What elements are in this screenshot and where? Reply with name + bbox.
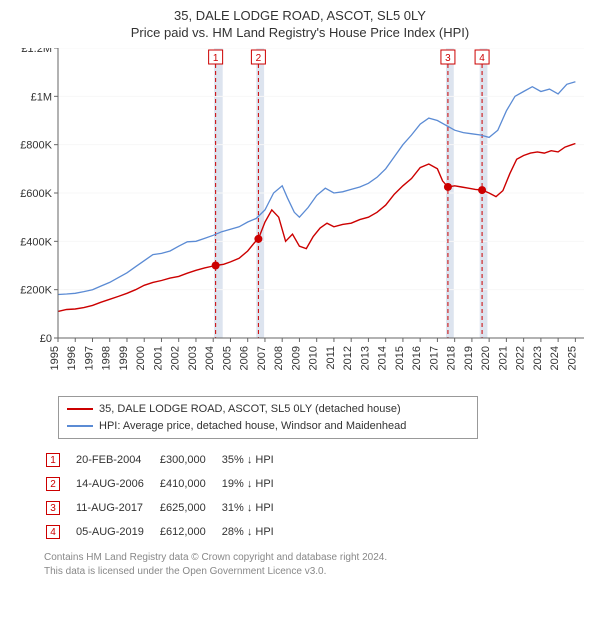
y-tick-label: £1.2M bbox=[21, 48, 52, 55]
footer-attribution: Contains HM Land Registry data © Crown c… bbox=[44, 551, 590, 578]
x-tick-label: 2018 bbox=[446, 346, 458, 370]
x-tick-label: 1996 bbox=[66, 346, 78, 370]
x-tick-label: 2014 bbox=[377, 346, 389, 370]
tx-price: £410,000 bbox=[160, 473, 220, 495]
x-tick-label: 2022 bbox=[515, 346, 527, 370]
legend-item: HPI: Average price, detached house, Wind… bbox=[67, 418, 469, 435]
x-tick-label: 1998 bbox=[101, 346, 113, 370]
tx-date: 05-AUG-2019 bbox=[76, 521, 158, 543]
x-tick-label: 1997 bbox=[83, 346, 95, 370]
tx-marker-cell: 4 bbox=[46, 521, 74, 543]
y-tick-label: £200K bbox=[20, 285, 52, 297]
series-hpi bbox=[58, 82, 575, 295]
tx-price: £300,000 bbox=[160, 449, 220, 471]
x-tick-label: 2013 bbox=[359, 346, 371, 370]
tx-delta: 31% ↓ HPI bbox=[222, 497, 288, 519]
tx-date: 11-AUG-2017 bbox=[76, 497, 158, 519]
x-tick-label: 2016 bbox=[411, 346, 423, 370]
x-tick-label: 2021 bbox=[497, 346, 509, 370]
tx-price: £612,000 bbox=[160, 521, 220, 543]
x-tick-label: 2023 bbox=[532, 346, 544, 370]
series-marker bbox=[212, 262, 220, 270]
transaction-row: 2 14-AUG-2006£410,00019% ↓ HPI bbox=[46, 473, 288, 495]
legend-label: HPI: Average price, detached house, Wind… bbox=[99, 418, 406, 435]
y-tick-label: £600K bbox=[20, 188, 52, 200]
tx-marker: 1 bbox=[46, 453, 60, 467]
x-tick-label: 2012 bbox=[342, 346, 354, 370]
footer-line-2: This data is licensed under the Open Gov… bbox=[44, 565, 590, 579]
x-tick-label: 2001 bbox=[152, 346, 164, 370]
y-tick-label: £1M bbox=[31, 91, 52, 103]
tx-delta: 28% ↓ HPI bbox=[222, 521, 288, 543]
legend-item: 35, DALE LODGE ROAD, ASCOT, SL5 0LY (det… bbox=[67, 401, 469, 418]
x-tick-label: 2008 bbox=[273, 346, 285, 370]
tx-price: £625,000 bbox=[160, 497, 220, 519]
legend-box: 35, DALE LODGE ROAD, ASCOT, SL5 0LY (det… bbox=[58, 396, 478, 439]
x-tick-label: 2010 bbox=[308, 346, 320, 370]
tx-marker-cell: 2 bbox=[46, 473, 74, 495]
tx-date: 14-AUG-2006 bbox=[76, 473, 158, 495]
x-tick-label: 1995 bbox=[49, 346, 61, 370]
y-tick-label: £800K bbox=[20, 140, 52, 152]
chart-title: 35, DALE LODGE ROAD, ASCOT, SL5 0LY bbox=[10, 8, 590, 23]
x-tick-label: 2025 bbox=[566, 346, 578, 370]
transaction-row: 4 05-AUG-2019£612,00028% ↓ HPI bbox=[46, 521, 288, 543]
x-tick-label: 2019 bbox=[463, 346, 475, 370]
tx-delta: 35% ↓ HPI bbox=[222, 449, 288, 471]
x-tick-label: 2007 bbox=[256, 346, 268, 370]
x-tick-label: 2017 bbox=[428, 346, 440, 370]
tx-date: 20-FEB-2004 bbox=[76, 449, 158, 471]
x-tick-label: 2020 bbox=[480, 346, 492, 370]
legend-label: 35, DALE LODGE ROAD, ASCOT, SL5 0LY (det… bbox=[99, 401, 401, 418]
tx-marker-cell: 1 bbox=[46, 449, 74, 471]
x-tick-label: 2002 bbox=[170, 346, 182, 370]
series-marker bbox=[478, 186, 486, 194]
tx-marker-cell: 3 bbox=[46, 497, 74, 519]
transaction-row: 1 20-FEB-2004£300,00035% ↓ HPI bbox=[46, 449, 288, 471]
x-tick-label: 2000 bbox=[135, 346, 147, 370]
chart-subtitle: Price paid vs. HM Land Registry's House … bbox=[10, 25, 590, 40]
transactions-table: 1 20-FEB-2004£300,00035% ↓ HPI 2 14-AUG-200… bbox=[44, 447, 290, 545]
event-marker-label: 4 bbox=[479, 53, 485, 64]
x-tick-label: 2009 bbox=[290, 346, 302, 370]
series-price_paid bbox=[58, 144, 575, 312]
x-tick-label: 2003 bbox=[187, 346, 199, 370]
x-tick-label: 2015 bbox=[394, 346, 406, 370]
event-marker-label: 2 bbox=[256, 53, 262, 64]
footer-line-1: Contains HM Land Registry data © Crown c… bbox=[44, 551, 590, 565]
tx-delta: 19% ↓ HPI bbox=[222, 473, 288, 495]
price-chart: £0 £200K £400K £600K £800K £1M £1.2M 1995 1996 19… bbox=[10, 48, 590, 388]
transaction-row: 3 11-AUG-2017£625,00031% ↓ HPI bbox=[46, 497, 288, 519]
tx-marker: 4 bbox=[46, 525, 60, 539]
y-tick-label: £0 bbox=[40, 333, 52, 345]
x-tick-label: 2004 bbox=[204, 346, 216, 370]
legend-swatch bbox=[67, 408, 93, 410]
y-tick-label: £400K bbox=[20, 236, 52, 248]
series-marker bbox=[444, 183, 452, 191]
x-tick-label: 2011 bbox=[325, 346, 337, 370]
tx-marker: 2 bbox=[46, 477, 60, 491]
x-tick-label: 2006 bbox=[239, 346, 251, 370]
x-tick-label: 2005 bbox=[221, 346, 233, 370]
legend-swatch bbox=[67, 425, 93, 427]
x-tick-label: 2024 bbox=[549, 346, 561, 370]
x-tick-label: 1999 bbox=[118, 346, 130, 370]
event-marker-label: 3 bbox=[445, 53, 451, 64]
series-marker bbox=[254, 235, 262, 243]
chart-svg: £0 £200K £400K £600K £800K £1M £1.2M 1995 1996 19… bbox=[10, 48, 590, 388]
event-marker-label: 1 bbox=[213, 53, 219, 64]
tx-marker: 3 bbox=[46, 501, 60, 515]
